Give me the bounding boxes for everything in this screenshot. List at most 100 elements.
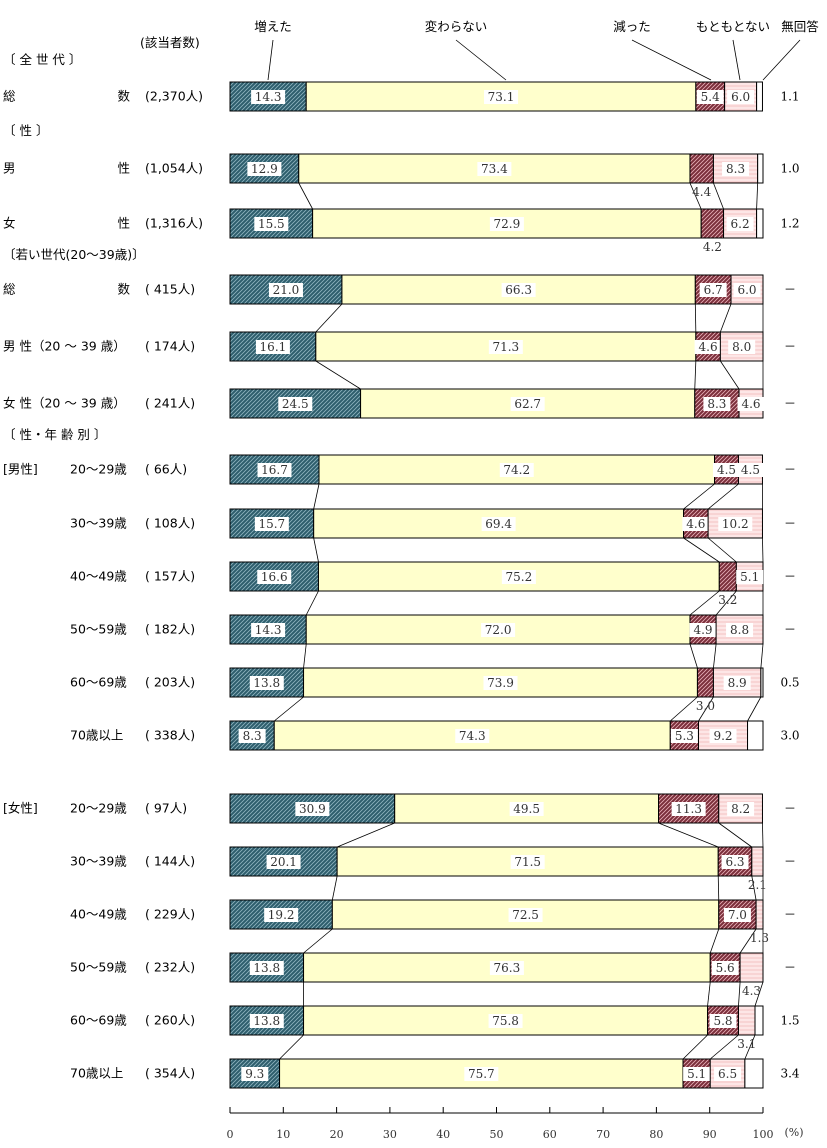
data-label-unchanged: 66.3 [505,283,532,297]
connector-line [713,182,724,210]
bar-segment-no-answer [757,153,764,184]
data-label-bg [251,623,286,637]
bar-row: 男 性（20 ～ 39 歳） ( 174人) 16.1 71.3 4.6 8.0 － [3,331,796,362]
connector-line [698,696,714,722]
connector-line [747,696,762,722]
bar-row: 50～59歳 ( 232人) 13.8 76.3 5.6 4.3 － [70,952,796,998]
data-label-bg [714,1067,742,1081]
data-label-bg [721,855,749,869]
connector-line [305,590,319,616]
data-label-bg [726,217,754,231]
data-label-bg [723,908,751,922]
bar-row: 女 性（20 ～ 39 歳） ( 241人) 24.5 62.7 8.3 4.6 － [3,388,796,419]
row-label: 男 [3,161,16,176]
x-axis: 0 10 20 30 40 50 60 70 80 90 100 (%) [227,1107,804,1141]
bar-segment-decreased [696,667,714,698]
data-label-decreased: 4.6 [699,340,718,354]
data-label-bg [489,217,524,231]
row-count: (2,370人) [145,89,203,104]
legend-leader-decreased [631,39,712,81]
bar-segment-decreased [689,153,714,184]
data-label-increased: 14.3 [255,90,282,104]
data-label-below: 4.2 [703,240,722,254]
connector-line [669,696,698,722]
row-label-tail: 性 [117,216,130,231]
data-label-bg [727,90,755,104]
connector-line [715,590,737,616]
group-label: [男性] [3,462,38,477]
x-tick-label: 70 [596,1128,610,1141]
row-label: 30～39歳 [70,516,127,531]
data-label-unchanged: 74.2 [503,463,530,477]
data-label-bg [510,397,545,411]
data-label-none: 8.9 [728,676,747,690]
data-label-increased: 16.6 [261,570,288,584]
x-tick-label: 90 [703,1128,717,1141]
data-label-decreased: 5.6 [716,961,735,975]
connector-line [754,981,764,1007]
bar-row: 50～59歳 ( 182人) 14.3 72.0 4.9 8.8 － [70,614,796,645]
data-label-decreased: 5.1 [687,1067,706,1081]
data-label-bg [257,463,292,477]
data-label-bg [728,340,756,354]
data-label-increased: 8.3 [243,729,262,743]
data-label-decreased: 8.3 [707,397,726,411]
row-count: ( 174人) [145,339,195,354]
connector-line [751,875,757,901]
row-label: 50～59歳 [70,960,127,975]
legend-leader-no-answer [762,39,801,81]
bar-segment-no-answer [754,1005,764,1036]
row-count: ( 108人) [145,516,195,531]
no-answer-label: 1.5 [780,1014,799,1028]
x-tick-label: 30 [383,1128,397,1141]
data-label-below: 3.1 [737,1037,756,1051]
data-label-bg [737,397,765,411]
data-label-increased: 13.8 [253,1014,280,1028]
data-label-bg [254,517,289,531]
bar-segment-no-answer [756,208,764,239]
data-label-increased: 16.1 [260,340,287,354]
data-label-bg [689,623,717,637]
data-label-bg [266,855,301,869]
connector-line [315,303,343,333]
data-label-decreased: 6.7 [704,283,723,297]
row-count: ( 241人) [145,396,195,411]
data-label-decreased: 4.6 [686,517,705,531]
x-tick-label: 0 [227,1128,234,1141]
bar-segment-increased [229,331,317,362]
data-label-below: 3.2 [718,593,737,607]
data-label-unchanged: 73.4 [481,162,508,176]
row-label: 女 [3,216,16,231]
data-label-bg [723,676,751,690]
data-label-bg [699,283,727,297]
connector-line [756,182,759,210]
row-label: 20～29歳 [70,462,127,477]
data-label-none: 9.2 [713,729,732,743]
data-label-bg [268,283,303,297]
no-answer-label: 1.0 [780,162,799,176]
x-tick-label: 60 [543,1128,557,1141]
section-header-sex: 〔 性 〕 [3,123,48,138]
data-label-bg [694,340,722,354]
data-label-unchanged: 72.5 [512,908,539,922]
data-label-bg [249,1014,284,1028]
x-unit-label: (%) [784,1126,803,1139]
row-label: 男 性（20 ～ 39 歳） [3,339,126,354]
bar-row: [男性] 20～29歳 ( 66人) 16.7 74.2 4.5 4.5 － [3,454,796,485]
connector-line [719,303,732,333]
data-label-unchanged: 49.5 [513,802,540,816]
bar-row: 70歳以上 ( 338人) 8.3 74.3 5.3 9.2 3.0 [70,720,800,751]
data-label-none: 10.2 [722,517,749,531]
data-label-unchanged: 71.3 [492,340,519,354]
data-label-increased: 19.2 [268,908,295,922]
data-label-none: 8.2 [731,802,750,816]
no-answer-label: － [784,463,796,477]
no-answer-label: － [784,283,796,297]
row-count: (1,316人) [145,216,203,231]
no-answer-label: 0.5 [780,676,799,690]
bar-segment-none [739,952,764,983]
connector-line [683,537,720,563]
bar-segment-increased [229,1005,305,1036]
connector-line [738,981,741,1007]
section-header-sexage: 〔 性・年 齢 別 〕 [3,427,106,442]
